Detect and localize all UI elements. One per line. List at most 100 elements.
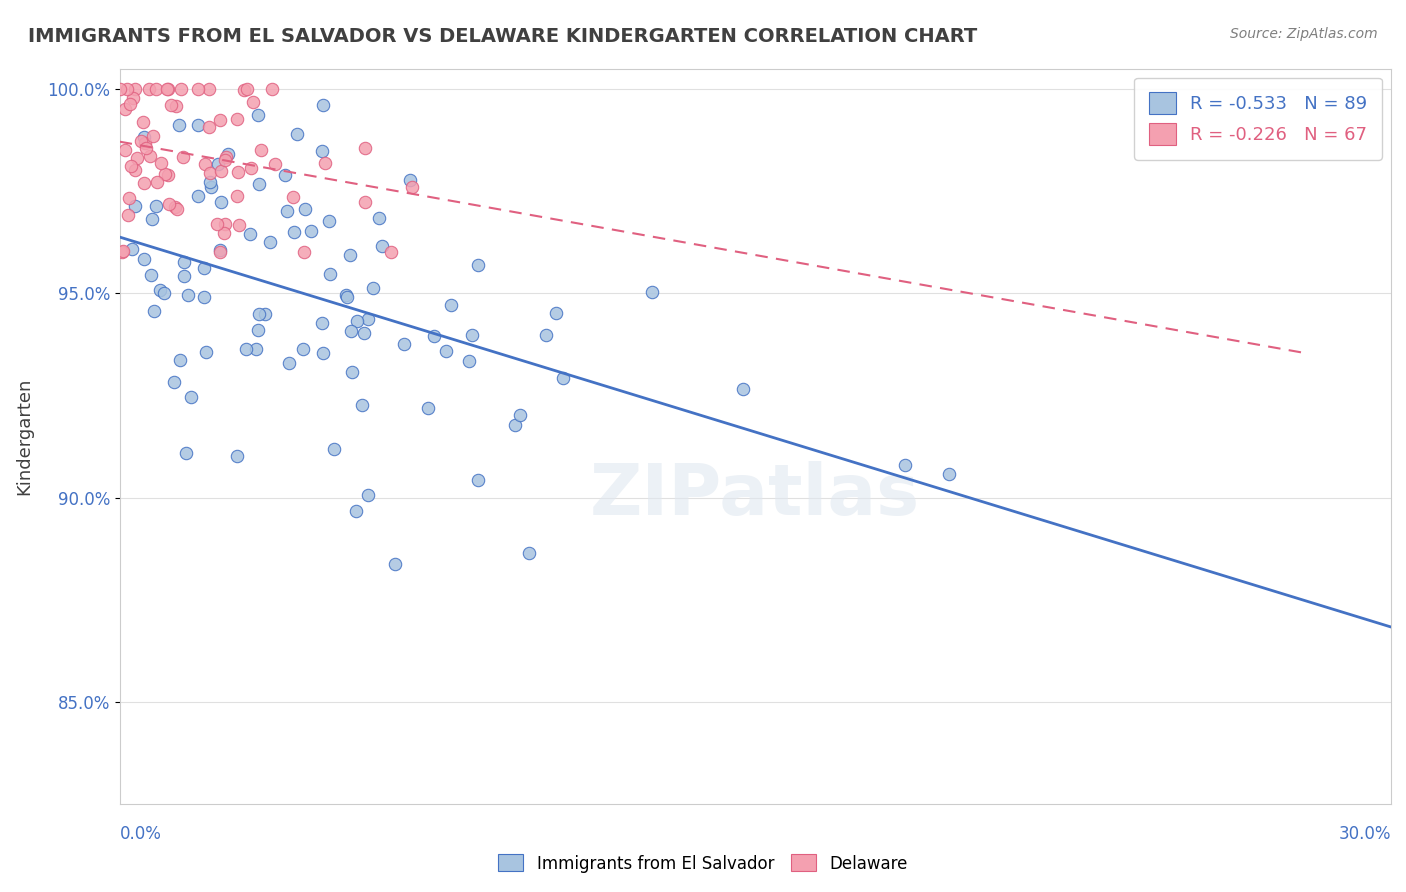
Point	[145, 82, 167, 96]
Point	[198, 82, 221, 96]
Point	[281, 190, 304, 204]
Point	[187, 118, 209, 132]
Point	[262, 82, 284, 96]
Point	[342, 365, 364, 379]
Point	[157, 168, 180, 182]
Point	[110, 245, 132, 260]
Point	[163, 375, 186, 389]
Point	[200, 175, 222, 189]
Point	[339, 248, 361, 262]
Point	[208, 113, 231, 128]
Point	[142, 128, 165, 143]
Point	[112, 244, 135, 259]
Point	[503, 417, 526, 432]
Point	[169, 118, 191, 132]
Point	[209, 164, 232, 178]
Point	[346, 314, 368, 328]
Point	[436, 343, 458, 358]
Point	[314, 156, 336, 170]
Point	[209, 243, 232, 257]
Point	[546, 306, 568, 320]
Point	[160, 98, 183, 112]
Point	[205, 218, 228, 232]
Point	[121, 242, 143, 256]
Point	[138, 82, 160, 96]
Point	[226, 189, 249, 203]
Point	[352, 398, 374, 412]
Point	[278, 356, 301, 370]
Point	[172, 150, 194, 164]
Point	[135, 141, 157, 155]
Point	[129, 134, 152, 148]
Point	[380, 245, 402, 260]
Point	[353, 194, 375, 209]
Point	[335, 287, 357, 301]
Point	[731, 383, 754, 397]
Y-axis label: Kindergarten: Kindergarten	[15, 377, 32, 495]
Point	[242, 95, 264, 110]
Text: ZIPatlas: ZIPatlas	[591, 461, 921, 530]
Point	[440, 298, 463, 312]
Point	[318, 267, 340, 281]
Point	[509, 408, 531, 422]
Point	[194, 157, 217, 171]
Point	[165, 200, 187, 214]
Point	[197, 120, 219, 135]
Point	[367, 211, 389, 225]
Point	[207, 157, 229, 171]
Point	[361, 281, 384, 295]
Point	[247, 107, 270, 121]
Point	[174, 446, 197, 460]
Point	[467, 258, 489, 272]
Point	[247, 323, 270, 337]
Point	[339, 324, 361, 338]
Point	[124, 82, 146, 96]
Point	[150, 156, 173, 170]
Point	[141, 268, 163, 282]
Point	[311, 144, 333, 158]
Text: 0.0%: 0.0%	[120, 825, 162, 843]
Point	[124, 162, 146, 177]
Point	[173, 255, 195, 269]
Point	[166, 202, 188, 216]
Point	[225, 112, 247, 126]
Point	[247, 177, 270, 191]
Point	[322, 442, 344, 457]
Point	[384, 557, 406, 571]
Point	[108, 82, 131, 96]
Text: IMMIGRANTS FROM EL SALVADOR VS DELAWARE KINDERGARTEN CORRELATION CHART: IMMIGRANTS FROM EL SALVADOR VS DELAWARE …	[28, 27, 977, 45]
Point	[534, 328, 557, 343]
Point	[311, 316, 333, 330]
Point	[132, 130, 155, 145]
Point	[193, 290, 215, 304]
Point	[292, 245, 315, 260]
Point	[311, 98, 333, 112]
Point	[245, 343, 267, 357]
Point	[371, 239, 394, 253]
Point	[187, 189, 209, 203]
Point	[299, 224, 322, 238]
Point	[273, 168, 295, 182]
Point	[142, 304, 165, 318]
Point	[121, 91, 143, 105]
Point	[157, 197, 180, 211]
Point	[336, 290, 359, 304]
Point	[117, 208, 139, 222]
Legend: Immigrants from El Salvador, Delaware: Immigrants from El Salvador, Delaware	[492, 847, 914, 880]
Point	[139, 149, 162, 163]
Point	[212, 226, 235, 240]
Point	[247, 307, 270, 321]
Point	[253, 306, 276, 320]
Point	[114, 143, 136, 157]
Point	[423, 328, 446, 343]
Point	[177, 287, 200, 301]
Point	[553, 371, 575, 385]
Point	[399, 173, 422, 187]
Point	[170, 82, 193, 96]
Point	[165, 99, 187, 113]
Point	[156, 82, 179, 96]
Point	[153, 167, 176, 181]
Point	[148, 283, 170, 297]
Point	[200, 166, 222, 180]
Point	[117, 191, 139, 205]
